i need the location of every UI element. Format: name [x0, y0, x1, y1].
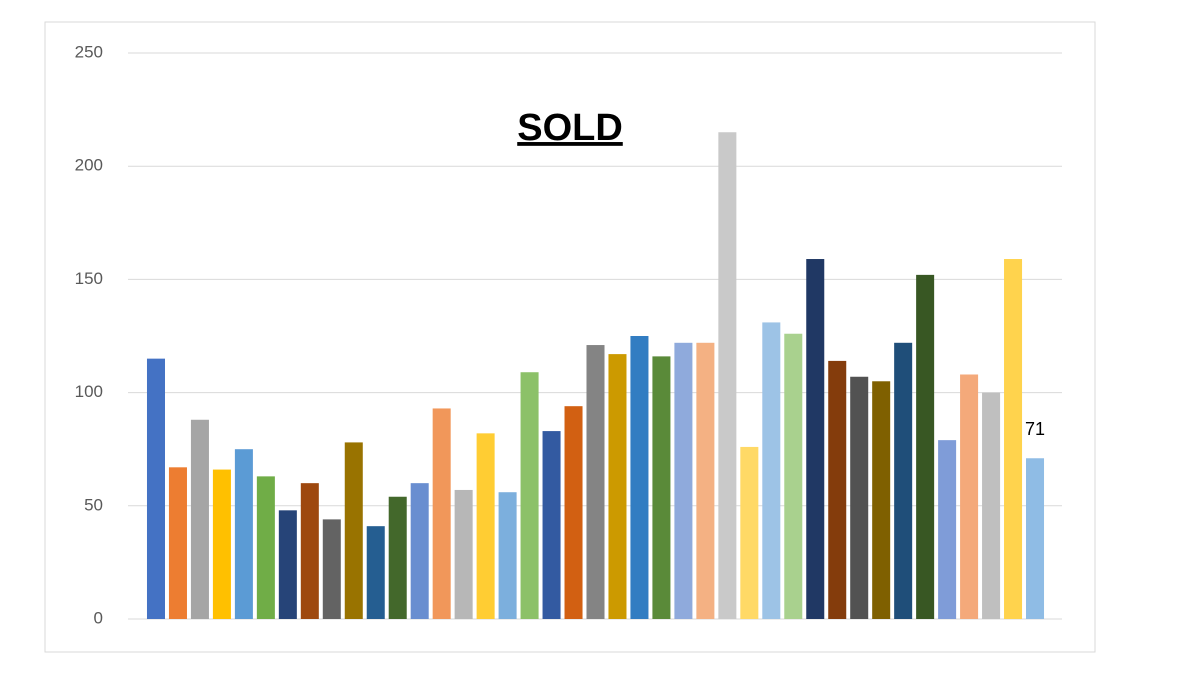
bar — [938, 440, 957, 619]
bar — [762, 322, 781, 619]
bar — [146, 358, 165, 619]
bar — [674, 342, 693, 619]
y-tick-label: 250 — [75, 42, 103, 61]
bar — [652, 356, 671, 619]
bar — [696, 342, 715, 619]
bar — [1004, 259, 1023, 619]
bar — [872, 381, 891, 619]
bar — [454, 489, 473, 619]
bar — [586, 345, 605, 619]
bar — [256, 476, 275, 619]
bar — [630, 336, 649, 619]
bar — [564, 406, 583, 619]
bar — [432, 408, 451, 619]
bar — [806, 259, 825, 619]
bar — [278, 510, 297, 619]
y-tick-label: 150 — [75, 269, 103, 288]
bar — [300, 483, 319, 619]
bar — [190, 419, 209, 619]
bar — [234, 449, 253, 619]
bar — [366, 526, 385, 619]
bar — [410, 483, 429, 619]
bar — [850, 376, 869, 619]
bar — [916, 274, 935, 619]
bar — [344, 442, 363, 619]
bar — [828, 360, 847, 619]
y-tick-label: 0 — [94, 608, 103, 627]
bar — [982, 392, 1001, 619]
bar — [498, 492, 517, 619]
bar — [520, 372, 539, 619]
bar — [388, 496, 407, 619]
bar — [718, 132, 737, 620]
data-label: 71 — [1025, 419, 1045, 439]
y-tick-label: 100 — [75, 382, 103, 401]
bar — [960, 374, 979, 619]
bar — [168, 467, 187, 619]
bar — [784, 333, 803, 619]
y-tick-label: 200 — [75, 156, 103, 175]
chart-title: SOLD — [517, 107, 623, 149]
bar — [476, 433, 495, 619]
bar — [1026, 458, 1045, 619]
bar — [542, 431, 561, 619]
bar — [740, 446, 759, 619]
y-tick-label: 50 — [84, 495, 103, 514]
bar — [212, 469, 231, 619]
bar — [894, 342, 913, 619]
bar — [322, 519, 341, 619]
bar — [608, 354, 627, 619]
